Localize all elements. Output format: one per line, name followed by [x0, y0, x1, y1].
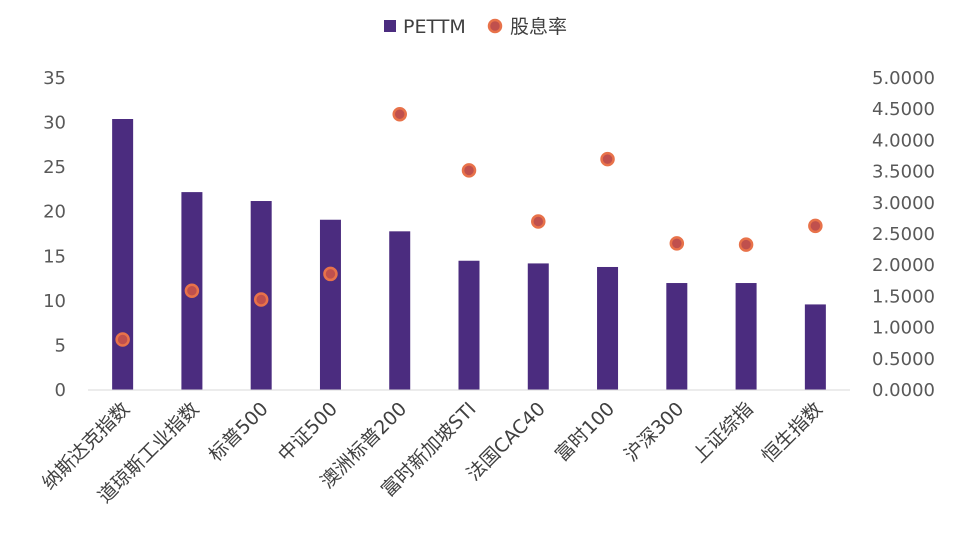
left-axis: 0 5 10 15 20 25 30 35	[43, 68, 66, 401]
bar	[735, 283, 757, 390]
legend-swatch-pettm	[384, 20, 396, 32]
scatter-series-dividend	[115, 106, 823, 347]
bar	[389, 231, 411, 390]
category-label: 沪深300	[620, 398, 688, 466]
right-tick-label: 4.0000	[872, 130, 935, 151]
right-tick-label: 0.5000	[872, 349, 935, 370]
scatter-point	[738, 237, 754, 252]
category-label: 富时100	[551, 398, 619, 466]
legend-label-dividend: 股息率	[510, 16, 567, 38]
bar-series-pettm	[112, 119, 826, 391]
right-tick-label: 1.5000	[872, 286, 935, 307]
left-tick-label: 10	[43, 291, 66, 312]
right-axis: 0.0000 0.5000 1.0000 1.5000 2.0000 2.5000 3.00…	[872, 68, 935, 401]
left-tick-label: 5	[55, 335, 66, 356]
legend-swatch-dividend	[487, 18, 503, 34]
bar	[597, 266, 619, 390]
category-label: 中证500	[274, 398, 342, 466]
bar	[666, 283, 688, 390]
scatter-point	[184, 283, 200, 299]
scatter-point	[323, 266, 338, 282]
legend-label-pettm: PETTM	[403, 16, 466, 38]
category-label: 标普500	[205, 398, 273, 466]
right-tick-label: 1.0000	[872, 318, 935, 339]
bar	[319, 219, 341, 390]
bar	[804, 304, 826, 390]
scatter-point	[808, 218, 823, 234]
left-tick-label: 0	[55, 380, 66, 401]
legend: PETTM 股息率	[384, 16, 567, 38]
scatter-point	[392, 106, 407, 122]
right-tick-label: 2.0000	[872, 255, 935, 276]
scatter-point	[531, 214, 546, 229]
bar	[527, 263, 549, 390]
scatter-point	[669, 236, 685, 251]
right-tick-label: 5.0000	[872, 68, 935, 89]
bar	[112, 119, 134, 391]
right-tick-label: 4.5000	[872, 99, 935, 120]
right-tick-label: 0.0000	[872, 380, 935, 401]
scatter-point	[461, 163, 477, 178]
scatter-point	[115, 332, 130, 347]
right-tick-label: 2.5000	[872, 224, 935, 245]
left-tick-label: 15	[43, 246, 66, 267]
bar	[458, 260, 480, 390]
scatter-point	[600, 151, 615, 167]
left-tick-label: 35	[43, 68, 66, 89]
left-tick-label: 30	[43, 113, 66, 134]
left-tick-label: 20	[43, 202, 66, 223]
category-label: 恒生指数	[758, 398, 827, 467]
scatter-point	[253, 292, 269, 307]
left-tick-label: 25	[43, 157, 66, 178]
right-tick-label: 3.5000	[872, 162, 935, 183]
category-label: 上证综指	[688, 398, 757, 467]
right-tick-label: 3.0000	[872, 193, 935, 214]
